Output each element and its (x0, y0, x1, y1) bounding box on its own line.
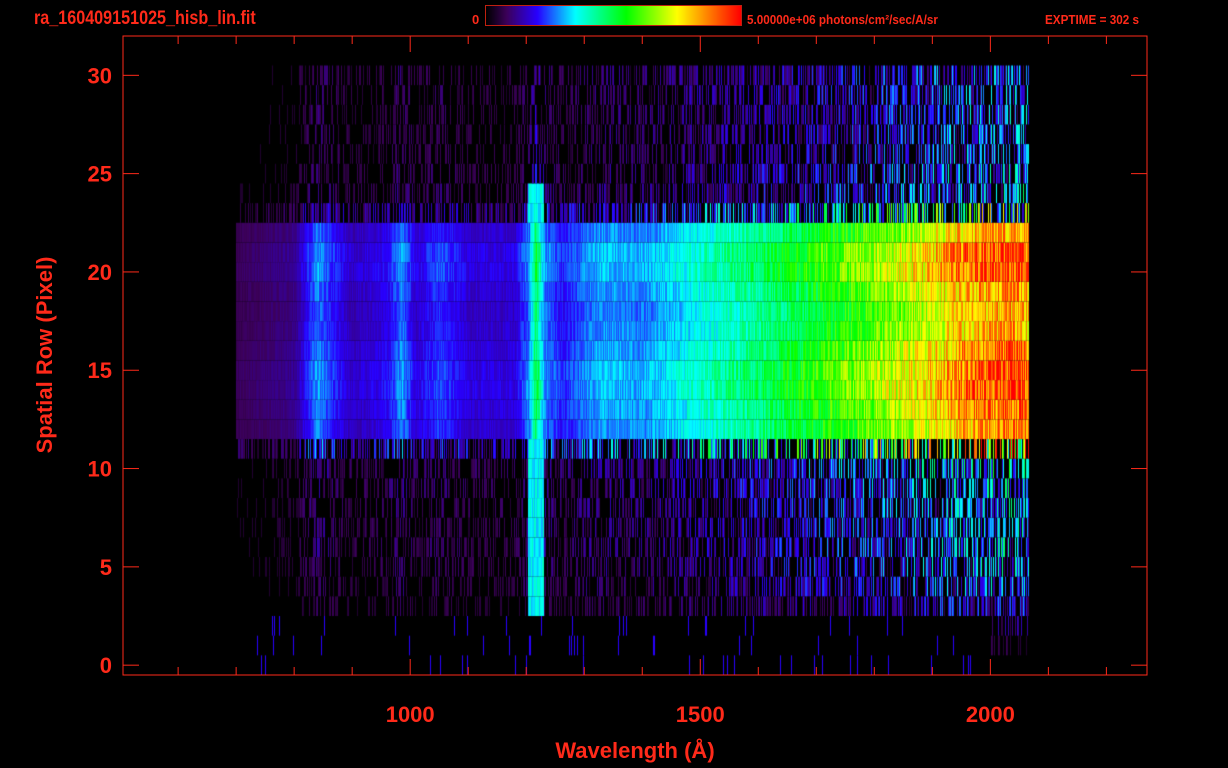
colorbar-max-label: 5.00000e+06 photons/cm²/sec/A/sr (747, 12, 938, 27)
colorbar (485, 5, 742, 26)
colorbar-min-label: 0 (472, 12, 480, 27)
file-title: ra_160409151025_hisb_lin.fit (34, 8, 256, 29)
exptime-label: EXPTIME = 302 s (1045, 12, 1139, 27)
